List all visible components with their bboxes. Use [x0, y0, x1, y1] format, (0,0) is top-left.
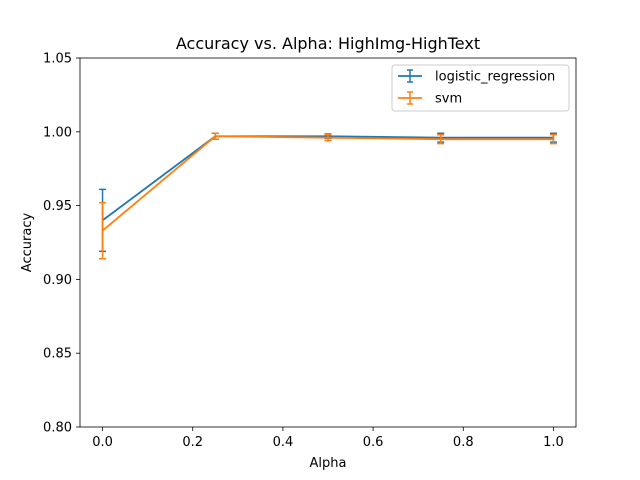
y-tick-label: 0.95 [43, 199, 72, 214]
series-line [101, 135, 554, 232]
x-tick-label: 0.0 [92, 435, 113, 450]
x-tick-label: 1.0 [543, 435, 564, 450]
x-tick-label: 0.2 [182, 435, 203, 450]
y-tick-label: 0.80 [43, 421, 72, 436]
y-axis-label: Accuracy [20, 213, 35, 273]
legend-box [391, 64, 570, 112]
chart-title: Accuracy vs. Alpha: HighImg-HighText [176, 34, 480, 53]
x-tick-label: 0.4 [273, 435, 294, 450]
x-tick-label: 0.6 [363, 435, 384, 450]
series-svm [99, 132, 557, 260]
y-tick-label: 1.00 [43, 125, 72, 140]
plot-area: 0.0 0.2 0.4 0.6 0.8 1.0 0.80 0.85 0.90 0.95 1.00 1.… [43, 52, 577, 450]
axes-frame [79, 57, 577, 428]
x-axis-label: Alpha [310, 456, 347, 471]
legend-label: logistic_regression [435, 70, 555, 85]
y-tick-label: 1.05 [43, 52, 72, 67]
y-tick-label: 0.85 [43, 347, 72, 362]
x-tick-label: 0.8 [453, 435, 474, 450]
legend-entry: svm [398, 91, 462, 107]
legend-label: svm [435, 92, 462, 107]
legend-entry: logistic_regression [398, 69, 555, 85]
y-tick-label: 0.90 [43, 273, 72, 288]
